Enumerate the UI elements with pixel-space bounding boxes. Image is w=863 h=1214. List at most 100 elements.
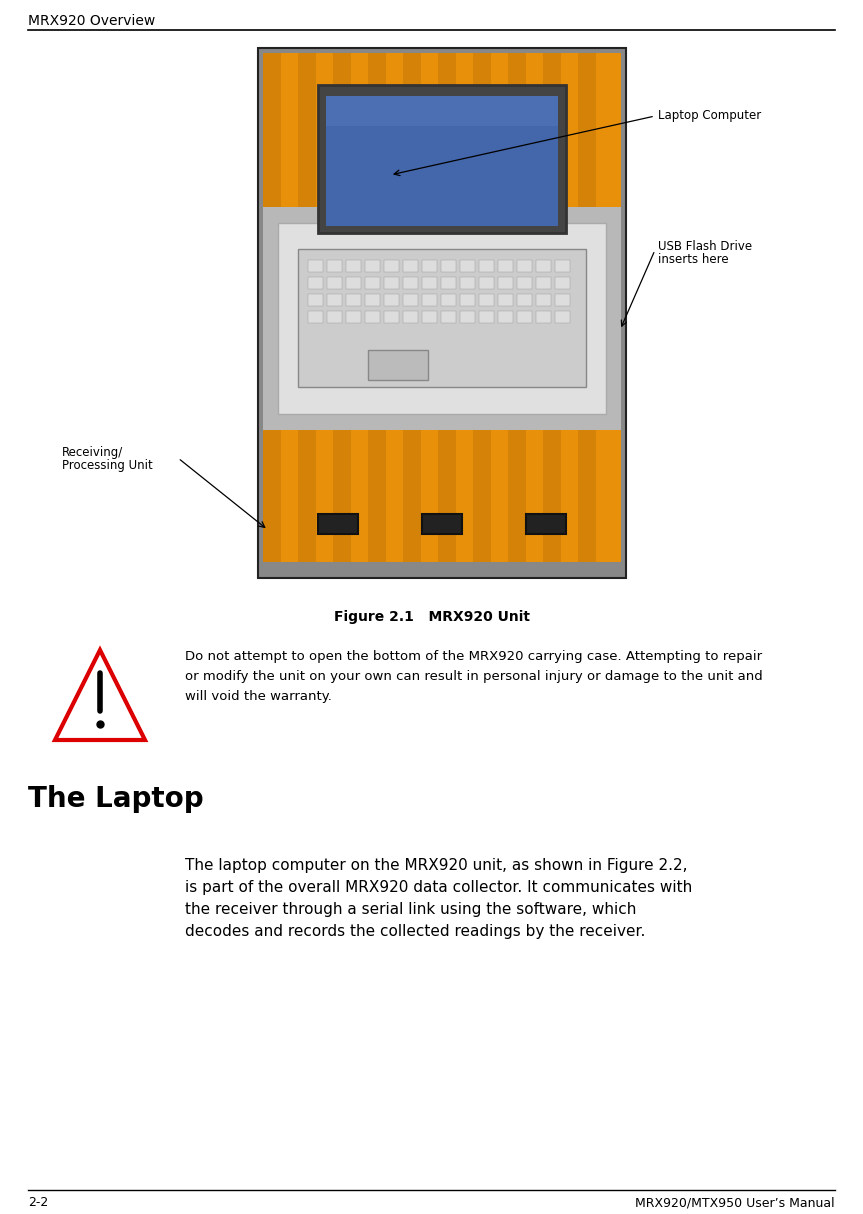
Bar [460, 277, 475, 289]
Bar [298, 430, 316, 562]
Bar [441, 311, 456, 323]
Text: decodes and records the collected readings by the receiver.: decodes and records the collected readin… [185, 924, 646, 938]
Bar [365, 260, 380, 272]
Bar [517, 277, 532, 289]
Bar [346, 311, 361, 323]
Bar [422, 311, 437, 323]
Bar [517, 260, 532, 272]
Bar [298, 53, 316, 212]
Bar [441, 277, 456, 289]
Text: Receiving/: Receiving/ [62, 446, 123, 459]
Bar [308, 260, 323, 272]
Text: inserts here: inserts here [658, 253, 728, 266]
Text: Processing Unit: Processing Unit [62, 459, 153, 472]
Text: Laptop Computer: Laptop Computer [658, 109, 761, 123]
Bar [327, 311, 342, 323]
Bar [526, 515, 566, 534]
Bar [258, 49, 626, 578]
Bar [403, 277, 418, 289]
Bar [422, 515, 462, 534]
Bar [346, 260, 361, 272]
Bar [479, 294, 494, 306]
Bar [318, 85, 566, 233]
Bar [346, 294, 361, 306]
Bar [578, 430, 596, 562]
Text: The laptop computer on the MRX920 unit, as shown in Figure 2.2,: The laptop computer on the MRX920 unit, … [185, 858, 688, 873]
Text: is part of the overall MRX920 data collector. It communicates with: is part of the overall MRX920 data colle… [185, 880, 692, 895]
Bar [368, 350, 428, 380]
Text: the receiver through a serial link using the software, which: the receiver through a serial link using… [185, 902, 636, 917]
Bar [403, 430, 421, 562]
Bar [555, 277, 570, 289]
Bar [263, 430, 281, 562]
Bar [460, 260, 475, 272]
Text: 2-2: 2-2 [28, 1196, 48, 1209]
Bar [498, 294, 513, 306]
Text: Figure 2.1   MRX920 Unit: Figure 2.1 MRX920 Unit [334, 609, 530, 624]
Bar [263, 208, 621, 430]
Bar [578, 53, 596, 212]
Bar [327, 277, 342, 289]
Bar [365, 311, 380, 323]
Bar [441, 294, 456, 306]
Bar [536, 311, 551, 323]
Bar [543, 53, 561, 212]
Bar [298, 249, 586, 387]
Text: will void the warranty.: will void the warranty. [185, 690, 332, 703]
Bar [438, 53, 456, 212]
Bar [460, 294, 475, 306]
Bar [536, 260, 551, 272]
Bar [422, 277, 437, 289]
Bar [403, 294, 418, 306]
Bar [365, 294, 380, 306]
Bar [498, 260, 513, 272]
Bar [384, 311, 399, 323]
Bar [384, 277, 399, 289]
Bar [368, 53, 386, 212]
Bar [384, 294, 399, 306]
Bar [460, 311, 475, 323]
Bar [368, 430, 386, 562]
Bar [333, 430, 351, 562]
Bar [498, 311, 513, 323]
Bar [441, 260, 456, 272]
Bar [473, 430, 491, 562]
Bar [473, 53, 491, 212]
Bar [326, 96, 558, 126]
Bar [517, 311, 532, 323]
Bar [479, 260, 494, 272]
Text: MRX920/MTX950 User’s Manual: MRX920/MTX950 User’s Manual [635, 1196, 835, 1209]
Bar [536, 294, 551, 306]
Bar [508, 53, 526, 212]
Bar [308, 311, 323, 323]
Bar [543, 430, 561, 562]
Text: USB Flash Drive: USB Flash Drive [658, 240, 753, 253]
Bar [333, 53, 351, 212]
Bar [263, 53, 281, 212]
Bar [346, 277, 361, 289]
Bar [517, 294, 532, 306]
Bar [555, 311, 570, 323]
Bar [365, 277, 380, 289]
Bar [327, 260, 342, 272]
Text: MRX920 Overview: MRX920 Overview [28, 15, 155, 28]
Bar [555, 260, 570, 272]
Bar [536, 277, 551, 289]
Bar [479, 311, 494, 323]
Bar [308, 294, 323, 306]
Bar [318, 515, 358, 534]
Bar [263, 430, 621, 562]
Bar [308, 277, 323, 289]
Bar [403, 260, 418, 272]
Text: The Laptop: The Laptop [28, 785, 204, 813]
Bar [326, 96, 558, 226]
Text: Do not attempt to open the bottom of the MRX920 carrying case. Attempting to rep: Do not attempt to open the bottom of the… [185, 649, 762, 663]
Bar [422, 260, 437, 272]
Polygon shape [55, 649, 145, 741]
Bar [555, 294, 570, 306]
Bar [263, 53, 621, 212]
Bar [422, 294, 437, 306]
Bar [384, 260, 399, 272]
Text: or modify the unit on your own can result in personal injury or damage to the un: or modify the unit on your own can resul… [185, 670, 763, 683]
Bar [278, 223, 606, 414]
